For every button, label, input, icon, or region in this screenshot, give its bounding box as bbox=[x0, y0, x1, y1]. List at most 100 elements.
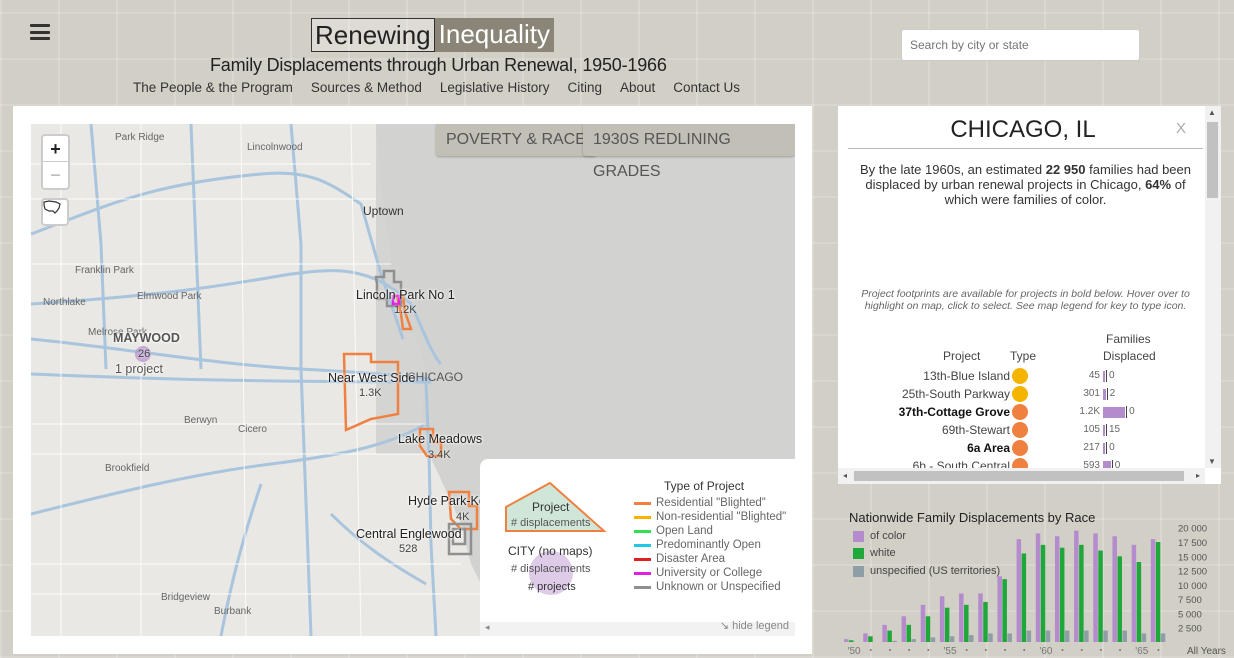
chart-bar bbox=[863, 633, 868, 642]
project-row[interactable]: 69th-Stewart 105 15 bbox=[838, 421, 1208, 439]
nav-contact[interactable]: Contact Us bbox=[673, 80, 741, 95]
chart-bar bbox=[892, 640, 897, 642]
project-type-icon bbox=[1012, 386, 1028, 402]
map[interactable]: + − POVERTY & RACE 1930S REDLINING GRADE… bbox=[31, 124, 795, 636]
x-tick-dot bbox=[927, 649, 930, 651]
project-row[interactable]: 37th-Cottage Grove 1.2K 0 bbox=[838, 403, 1208, 421]
legend-project-shape bbox=[505, 481, 607, 532]
chart-bar bbox=[1016, 539, 1022, 642]
nav-citing[interactable]: Citing bbox=[567, 80, 602, 95]
legend-type-list: Residential "Blighted" Non-residential "… bbox=[634, 496, 786, 594]
color-count: 301 bbox=[1083, 388, 1100, 399]
white-count: 0 bbox=[1129, 406, 1135, 417]
chart-bar bbox=[1112, 536, 1117, 642]
legend-title: Type of Project bbox=[664, 479, 745, 493]
project-row[interactable]: 25th-South Parkway 301 2 bbox=[838, 385, 1208, 403]
city-marker-name[interactable]: MAYWOOD bbox=[113, 331, 180, 345]
project-row[interactable]: 6a Area 217 0 bbox=[838, 439, 1208, 457]
project-value: 4K bbox=[456, 511, 470, 523]
hide-legend-button[interactable]: ↘ hide legend bbox=[719, 620, 789, 632]
chart-bar bbox=[959, 593, 964, 642]
site-subtitle: Family Displacements through Urban Renew… bbox=[210, 55, 667, 75]
search-input[interactable] bbox=[901, 29, 1140, 61]
x-tick-dot bbox=[869, 649, 872, 651]
chart-bar bbox=[1054, 536, 1060, 642]
chart-bar bbox=[920, 604, 926, 642]
white-count: 2 bbox=[1109, 388, 1116, 399]
chart-bar bbox=[988, 633, 993, 642]
x-tick-dot bbox=[888, 649, 891, 651]
chart-bar bbox=[844, 639, 849, 642]
vertical-scrollbar[interactable]: ▲ ▼ bbox=[1205, 106, 1221, 468]
x-tick-dot bbox=[984, 649, 987, 651]
chart-bar bbox=[949, 636, 955, 642]
place-label: Bridgeview bbox=[161, 592, 210, 603]
horizontal-scrollbar[interactable]: ◂ ▸ bbox=[838, 468, 1205, 484]
y-tick-label: 2 500 bbox=[1178, 624, 1202, 635]
poverty-race-button[interactable]: POVERTY & RACE bbox=[436, 124, 596, 156]
legend-item: University or College bbox=[634, 566, 786, 580]
project-label[interactable]: Lincoln Park No 1 bbox=[356, 288, 455, 302]
city-panel: CHICAGO, IL X By the late 1960s, an esti… bbox=[838, 106, 1221, 484]
project-label[interactable]: Hyde Park-Ke bbox=[408, 494, 486, 508]
place-label: CHICAGO bbox=[407, 370, 464, 384]
project-label[interactable]: Lake Meadows bbox=[398, 432, 483, 446]
chart-bar bbox=[1131, 544, 1137, 642]
project-value: 1.2K bbox=[394, 304, 417, 316]
chart-bar bbox=[925, 616, 931, 642]
legend-white: white bbox=[853, 547, 896, 559]
chart-bar bbox=[1136, 562, 1142, 642]
displacement-bar bbox=[1103, 407, 1126, 418]
project-row[interactable]: 13th-Blue Island 45 0 bbox=[838, 367, 1208, 385]
site-logo[interactable]: Renewing Inequality bbox=[311, 18, 554, 52]
place-label: Lincolnwood bbox=[247, 142, 303, 153]
chart-bar bbox=[1045, 630, 1051, 642]
chart-bar bbox=[1007, 633, 1012, 642]
chart-bar bbox=[1035, 533, 1041, 642]
menu-icon[interactable] bbox=[30, 24, 50, 40]
project-label[interactable]: Near West Side bbox=[328, 371, 416, 385]
x-tick-dot bbox=[1061, 649, 1064, 651]
zoom-in-button[interactable]: + bbox=[43, 136, 68, 162]
y-tick-label: 10 000 bbox=[1178, 581, 1207, 592]
nav-sources-method[interactable]: Sources & Method bbox=[310, 80, 422, 95]
redlining-grades-button[interactable]: 1930S REDLINING GRADES bbox=[583, 124, 795, 180]
chart-bar bbox=[1064, 630, 1070, 642]
nav-people-program[interactable]: The People & the Program bbox=[133, 80, 293, 95]
legend-scrollbar[interactable]: ◂ bbox=[480, 622, 795, 636]
chart-bar bbox=[1002, 579, 1007, 642]
map-panel: + − POVERTY & RACE 1930S REDLINING GRADE… bbox=[13, 106, 812, 654]
chart-bar bbox=[997, 576, 1002, 642]
close-button[interactable]: X bbox=[1176, 120, 1187, 137]
chart-bar bbox=[1098, 550, 1103, 642]
zoom-out-button[interactable]: − bbox=[50, 165, 61, 185]
project-value: 1.3K bbox=[359, 387, 382, 399]
chart-title: Nationwide Family Displacements by Race bbox=[849, 510, 1096, 525]
bar-separator bbox=[1106, 442, 1108, 454]
nav-about[interactable]: About bbox=[619, 80, 656, 95]
bar-separator bbox=[1126, 406, 1128, 418]
place-label: Brookfield bbox=[105, 463, 150, 474]
all-years-label: All Years bbox=[1187, 646, 1226, 657]
main-nav: The People & the Program Sources & Metho… bbox=[133, 80, 740, 95]
city-description: By the late 1960s, an estimated 22 950 f… bbox=[859, 162, 1191, 207]
chart-bar bbox=[911, 639, 917, 642]
footprint-note: Project footprints are available for pro… bbox=[861, 288, 1190, 312]
chart-bar bbox=[1059, 547, 1065, 642]
us-map-icon[interactable] bbox=[41, 198, 69, 226]
chart-bar bbox=[1122, 630, 1127, 642]
displacement-bar bbox=[1103, 425, 1105, 436]
col-project: Project bbox=[943, 349, 981, 363]
y-tick-label: 5 000 bbox=[1178, 609, 1202, 620]
legend-swatch bbox=[634, 543, 651, 547]
legend-city-projects: # projects bbox=[528, 581, 576, 593]
project-type-icon bbox=[1012, 404, 1028, 420]
project-value: 528 bbox=[399, 543, 418, 555]
white-count: 15 bbox=[1109, 424, 1121, 435]
legend-swatch bbox=[634, 501, 651, 505]
national-bar-chart: '50 '55 '60 '65 2 500 5 000 7 500 10 000 12 500 1… bbox=[844, 524, 1226, 657]
nav-legislative-history[interactable]: Legislative History bbox=[439, 80, 550, 95]
project-label[interactable]: Central Englewood bbox=[356, 527, 462, 541]
project-type-icon bbox=[1012, 422, 1028, 438]
place-label: Franklin Park bbox=[75, 265, 134, 276]
